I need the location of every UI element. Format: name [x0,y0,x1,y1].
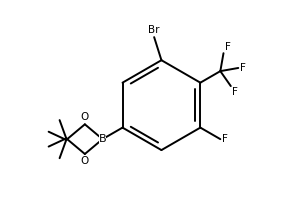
Text: O: O [81,156,89,166]
Text: Br: Br [149,25,160,35]
Text: B: B [99,134,106,144]
Text: F: F [240,63,246,73]
Text: F: F [222,134,228,144]
Text: F: F [225,42,231,52]
Text: F: F [232,87,238,97]
Text: O: O [81,112,89,122]
